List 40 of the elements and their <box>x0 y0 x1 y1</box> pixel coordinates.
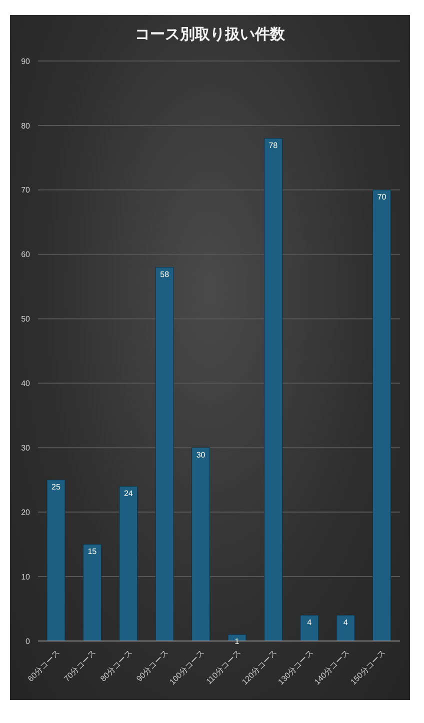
chart-title: コース別取り扱い件数 <box>134 25 286 44</box>
bar <box>336 614 355 641</box>
x-tick-label: 90分コース <box>134 648 170 684</box>
bar <box>264 138 282 641</box>
y-tick-label: 80 <box>21 121 31 130</box>
x-tick-label: 130分コース <box>276 648 315 687</box>
y-tick-label: 50 <box>21 314 31 324</box>
x-tick-label: 150分コース <box>348 648 388 687</box>
x-tick-label: 110分コース <box>204 648 243 686</box>
y-tick-label: 70 <box>21 186 31 195</box>
y-tick-label: 10 <box>21 572 31 582</box>
bar <box>372 190 392 641</box>
y-tick-label: 90 <box>21 56 31 66</box>
x-tick-label: 120分コース <box>240 648 279 687</box>
y-tick-label: 20 <box>21 508 31 517</box>
data-label: 1 <box>234 637 240 646</box>
x-tick-label: 70分コース <box>62 648 98 684</box>
x-tick-label: 140分コース <box>312 648 352 687</box>
x-tick-label: 60分コース <box>26 648 62 684</box>
data-label: 15 <box>88 547 98 556</box>
data-label: 25 <box>52 482 61 492</box>
bar <box>155 266 174 641</box>
bar <box>46 480 66 641</box>
y-tick-label: 40 <box>21 379 31 388</box>
y-tick-label: 60 <box>21 250 31 260</box>
data-label: 4 <box>307 618 312 627</box>
data-label: 24 <box>124 489 134 498</box>
bar <box>82 544 102 641</box>
data-label: 30 <box>196 450 206 460</box>
x-tick-label: 100分コース <box>168 648 206 687</box>
bar <box>192 447 210 641</box>
bar <box>300 614 319 641</box>
y-tick-label: 0 <box>26 636 31 646</box>
data-label: 4 <box>343 618 348 627</box>
data-label: 78 <box>268 141 278 150</box>
y-tick-label: 30 <box>21 444 31 453</box>
data-label: 70 <box>377 192 387 202</box>
bar <box>119 486 138 641</box>
x-tick-label: 80分コース <box>98 648 134 684</box>
data-label: 58 <box>160 270 170 279</box>
